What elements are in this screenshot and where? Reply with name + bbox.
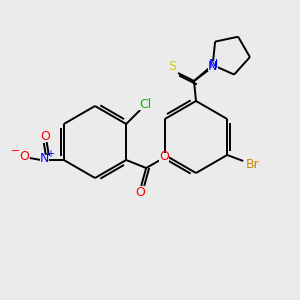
Text: O: O <box>19 151 29 164</box>
Text: Cl: Cl <box>139 98 151 112</box>
Text: O: O <box>40 130 50 143</box>
FancyBboxPatch shape <box>209 61 218 70</box>
Text: N: N <box>207 59 217 73</box>
Text: S: S <box>168 61 176 74</box>
FancyBboxPatch shape <box>19 152 29 161</box>
Text: O: O <box>159 151 169 164</box>
Text: +: + <box>46 149 54 159</box>
FancyBboxPatch shape <box>40 133 50 142</box>
FancyBboxPatch shape <box>245 160 259 169</box>
Text: −: − <box>11 146 20 156</box>
FancyBboxPatch shape <box>167 62 177 71</box>
FancyBboxPatch shape <box>159 152 169 161</box>
Text: N: N <box>40 152 50 166</box>
FancyBboxPatch shape <box>135 188 145 197</box>
Text: O: O <box>135 187 145 200</box>
Text: N: N <box>209 58 218 71</box>
FancyBboxPatch shape <box>208 61 217 70</box>
FancyBboxPatch shape <box>138 100 152 109</box>
Text: Br: Br <box>245 158 259 170</box>
FancyBboxPatch shape <box>208 61 217 70</box>
FancyBboxPatch shape <box>40 154 49 164</box>
